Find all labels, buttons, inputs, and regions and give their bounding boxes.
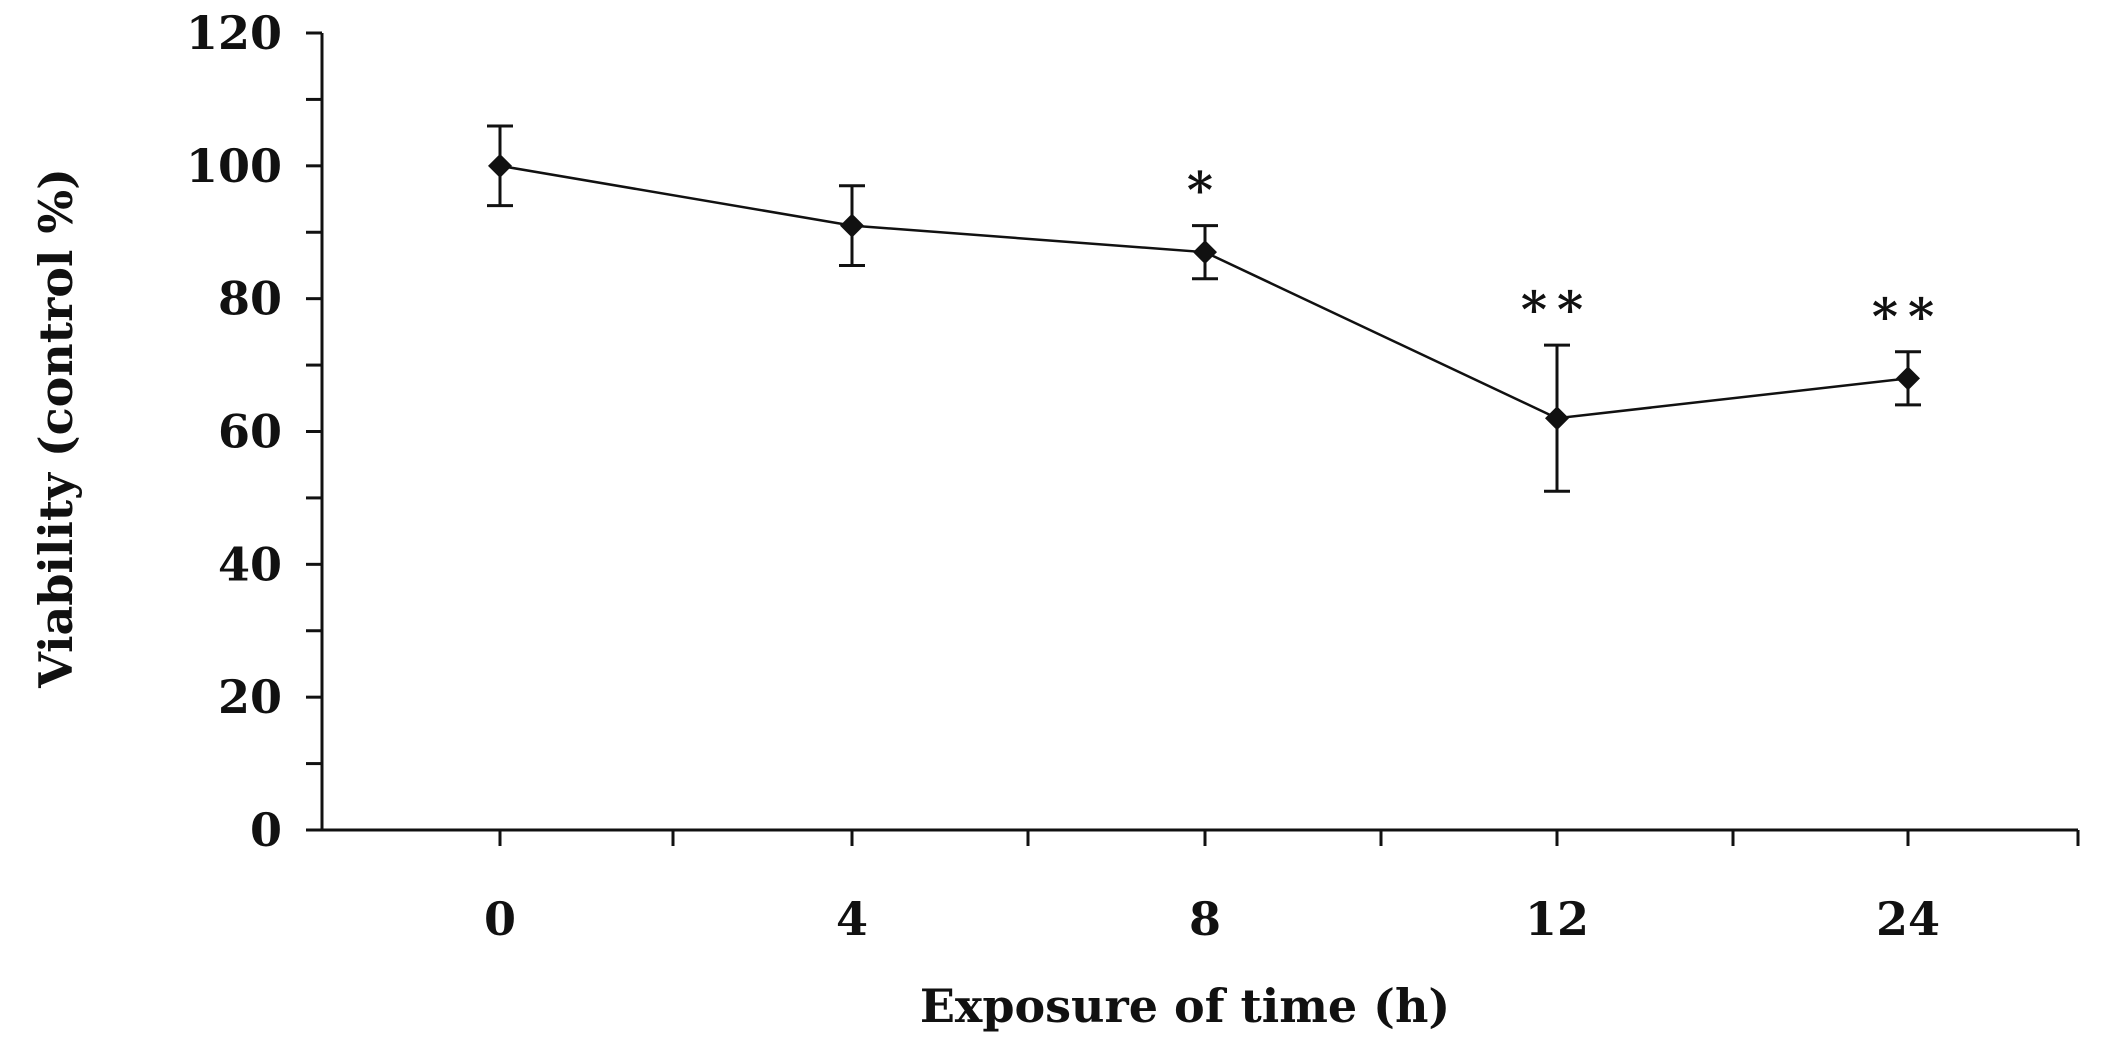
y-tick-label: 60 <box>218 405 282 459</box>
data-point <box>840 213 864 238</box>
data-point <box>488 153 512 178</box>
x-tick-label: 12 <box>1525 892 1589 946</box>
y-tick-label: 0 <box>250 803 282 857</box>
y-tick-label: 40 <box>218 537 282 591</box>
x-tick-label: 0 <box>484 892 516 946</box>
data-point <box>1896 366 1920 391</box>
y-axis: 0 20 40 60 80 100 120 <box>186 6 324 857</box>
y-tick-label: 20 <box>218 670 282 724</box>
y-tick-label: 100 <box>186 139 282 193</box>
y-tick-label: 80 <box>218 272 282 326</box>
x-tick-label: 8 <box>1189 892 1221 946</box>
y-axis-title: Viability (control %) <box>29 168 83 689</box>
x-tick-label: 4 <box>836 892 868 946</box>
significance-label: * <box>1187 161 1223 220</box>
x-tick-label: 24 <box>1876 892 1940 946</box>
significance-label: ** <box>1521 280 1593 339</box>
series-layer: *** ** <box>487 124 1944 493</box>
y-tick-label: 120 <box>186 6 282 60</box>
x-axis-title: Exposure of time (h) <box>920 979 1450 1033</box>
data-point <box>1193 240 1217 265</box>
data-point <box>1545 406 1569 431</box>
significance-label: ** <box>1872 287 1944 346</box>
x-axis: 0 4 8 12 24 <box>322 828 2080 946</box>
